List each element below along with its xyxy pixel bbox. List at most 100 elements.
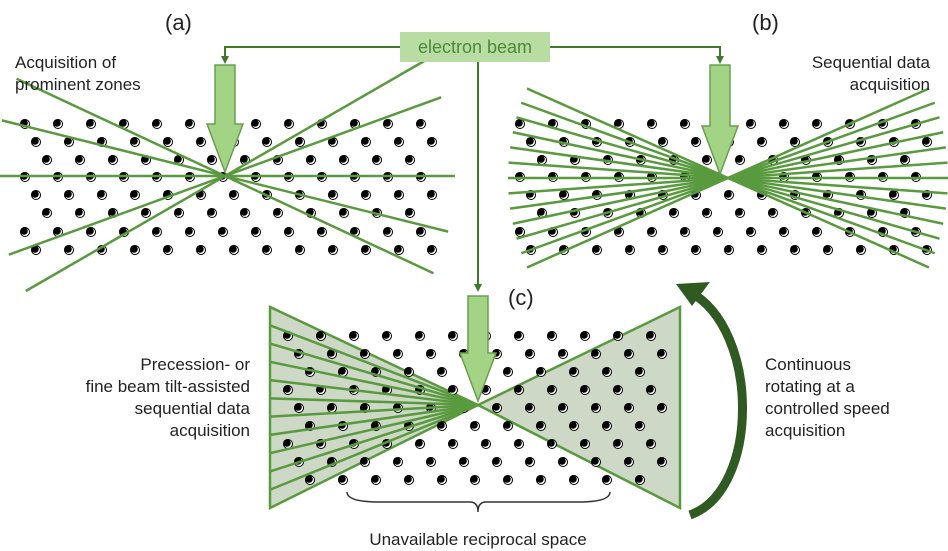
caption-line: Continuous (765, 355, 851, 374)
lattice-spot (382, 331, 390, 339)
lattice-spot (361, 137, 369, 145)
lattice-spot (613, 385, 621, 393)
caption-line: prominent zones (15, 75, 141, 94)
lattice-spot (31, 190, 39, 198)
lattice-spot (647, 227, 655, 235)
lattice-spot (580, 385, 588, 393)
lattice-spot (624, 349, 632, 357)
lattice-spot (130, 137, 138, 145)
lattice-spot (295, 245, 303, 253)
lattice-spot (284, 119, 292, 127)
lattice-spot (360, 349, 368, 357)
lattice-spot (812, 119, 820, 127)
lattice-spot (602, 367, 610, 375)
lattice-spot (163, 245, 171, 253)
lattice-spot (108, 208, 116, 216)
lattice-spot (646, 385, 654, 393)
lattice-spot (305, 475, 313, 483)
lattice-spot (42, 155, 50, 163)
lattice-spot (647, 119, 655, 127)
lattice-spot (812, 227, 820, 235)
lattice-spot (922, 137, 930, 145)
lattice-spot (295, 137, 303, 145)
lattice-spot (437, 475, 445, 483)
lattice-spot (338, 367, 346, 375)
lattice-spot (724, 190, 732, 198)
lattice-spot (361, 245, 369, 253)
lattice-spot (152, 119, 160, 127)
lattice-spot (251, 119, 259, 127)
lattice-spot (768, 208, 776, 216)
connector (225, 47, 400, 60)
lattice-spot (757, 245, 765, 253)
lattice-spot (547, 439, 555, 447)
lattice-spot (31, 137, 39, 145)
lattice-spot (327, 403, 335, 411)
lattice-spot (691, 245, 699, 253)
lattice-spot (657, 403, 665, 411)
caption-line: acquisition (850, 75, 930, 94)
lattice-spot (635, 421, 643, 429)
lattice-spot (558, 457, 566, 465)
lattice-spot (680, 227, 688, 235)
lattice-spot (503, 475, 511, 483)
lattice-spot (514, 385, 522, 393)
lattice-spot (240, 155, 248, 163)
caption-line: acquisition (765, 421, 845, 440)
lattice-spot (240, 208, 248, 216)
lattice-spot (525, 349, 533, 357)
lattice-spot (735, 208, 743, 216)
lattice-spot (492, 403, 500, 411)
lattice-spot (569, 421, 577, 429)
lattice-spot (383, 119, 391, 127)
lattice-spot (328, 245, 336, 253)
lattice-spot (130, 245, 138, 253)
lattice-spot (591, 457, 599, 465)
lattice-spot (856, 245, 864, 253)
beam-arrow (460, 296, 496, 401)
lattice-spot (713, 227, 721, 235)
lattice-spot (591, 403, 599, 411)
lattice-spot (97, 190, 105, 198)
caption-line: sequential data (135, 399, 251, 418)
rotation-arrow (690, 292, 743, 515)
panel-label: (a) (165, 10, 192, 35)
lattice-spot (889, 190, 897, 198)
caption: Unavailable reciprocal space (369, 530, 586, 549)
lattice-spot (592, 245, 600, 253)
brace (347, 492, 610, 512)
lattice-spot (481, 439, 489, 447)
diagram: electron beam (a) (b) (c) Acquisition of… (0, 0, 948, 551)
lattice-spot (404, 367, 412, 375)
lattice-spot (536, 367, 544, 375)
lattice-spot (283, 385, 291, 393)
lattice-spot (514, 439, 522, 447)
lattice-spot (404, 475, 412, 483)
lattice-spot (646, 331, 654, 339)
lattice-spot (371, 475, 379, 483)
lattice-spot (349, 331, 357, 339)
lattice-spot (790, 245, 798, 253)
caption-line: controlled speed (765, 399, 890, 418)
lattice-spot (492, 457, 500, 465)
lattice-spot (328, 190, 336, 198)
lattice-spot (657, 457, 665, 465)
lattice-spot (393, 457, 401, 465)
lattice-spot (635, 475, 643, 483)
caption: Continuousrotating at acontrolled speeda… (765, 355, 890, 440)
lattice-spot (437, 367, 445, 375)
lattice-spot (724, 245, 732, 253)
lattice-spot (537, 155, 545, 163)
lattice-spot (108, 155, 116, 163)
lattice-spot (427, 190, 435, 198)
lattice-spot (515, 119, 523, 127)
lattice-spot (415, 439, 423, 447)
lattice-spot (779, 227, 787, 235)
lattice-spot (218, 227, 226, 235)
lattice-spot (119, 119, 127, 127)
caption-line: fine beam tilt-assisted (86, 377, 250, 396)
lattice-spot (283, 439, 291, 447)
lattice-spot (669, 208, 677, 216)
